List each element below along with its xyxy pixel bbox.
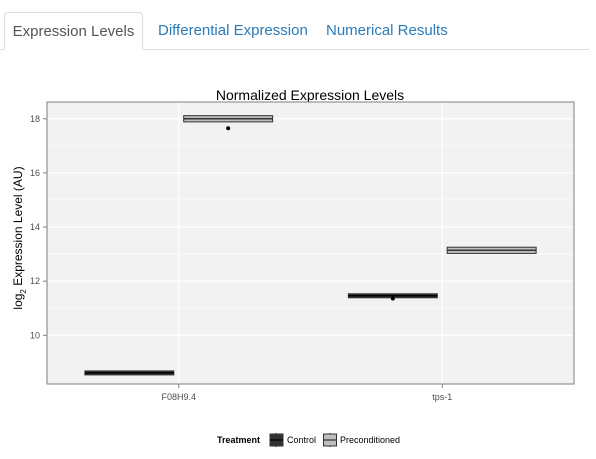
plot-border xyxy=(46,101,575,385)
box-control-f08h9-4 xyxy=(84,370,175,376)
legend-key-control xyxy=(269,433,284,447)
legend-title: Treatment xyxy=(217,435,260,445)
x-tick-label: F08H9.4 xyxy=(161,392,196,402)
x-tick-label: tps-1 xyxy=(432,392,452,402)
outlier-point xyxy=(390,296,395,301)
tab-differential-expression[interactable]: Differential Expression xyxy=(158,22,308,39)
tab-numerical-results[interactable]: Numerical Results xyxy=(326,22,448,39)
y-axis-label-base: 2 xyxy=(19,289,28,294)
legend-key-preconditioned xyxy=(323,433,337,447)
y-axis-label-log: log xyxy=(11,294,25,310)
y-axis-label: log2 Expression Level (AU) xyxy=(11,166,28,309)
tab-bar-divider xyxy=(0,49,589,50)
legend-label-control: Control xyxy=(287,435,316,445)
tab-bar: Expression Levels Differential Expressio… xyxy=(0,0,596,50)
legend: Treatment Control Preconditioned xyxy=(217,433,400,447)
plot-area: 10 12 14 16 18 F08H9.4 tps-1 xyxy=(30,101,575,402)
y-tick-label: 14 xyxy=(30,222,40,232)
outlier-point xyxy=(226,126,231,131)
y-axis-label-rest: Expression Level (AU) xyxy=(11,166,25,289)
y-tick-label: 10 xyxy=(30,330,40,340)
chart-title: Normalized Expression Levels xyxy=(216,87,404,103)
box-control-tps-1 xyxy=(347,293,438,301)
box-preconditioned-tps-1 xyxy=(446,246,537,254)
y-tick-label: 12 xyxy=(30,276,40,286)
box-preconditioned-f08h9-4 xyxy=(183,115,274,131)
y-tick-label: 18 xyxy=(30,114,40,124)
expression-boxplot: Normalized Expression Levels 10 12 14 16 18 F… xyxy=(11,87,575,447)
legend-label-preconditioned: Preconditioned xyxy=(340,435,400,445)
tab-expression-levels[interactable]: Expression Levels xyxy=(4,12,143,50)
plot-panel xyxy=(47,102,574,384)
y-tick-label: 16 xyxy=(30,168,40,178)
